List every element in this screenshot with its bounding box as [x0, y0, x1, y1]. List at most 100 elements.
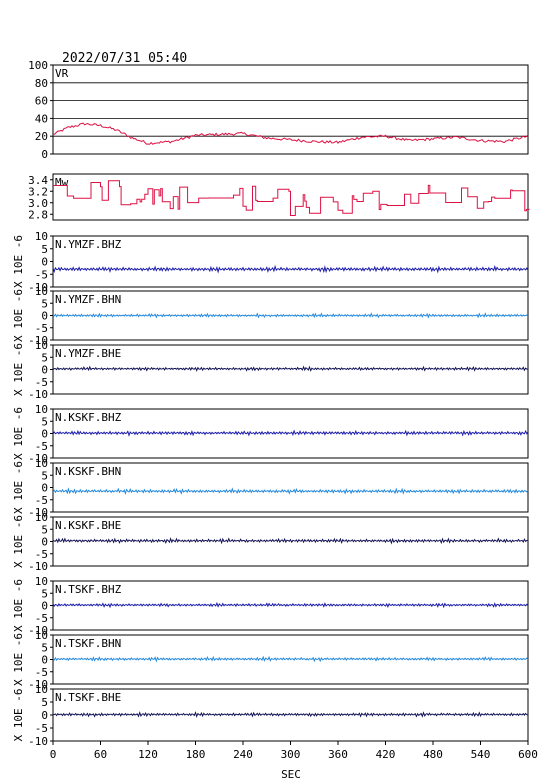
trace-line	[52, 365, 528, 372]
y-tick-label: -10	[28, 735, 48, 748]
y-tick-label: -5	[35, 322, 48, 335]
y-tick-label: 0	[41, 256, 48, 269]
y-tick-label: 0	[41, 428, 48, 441]
panel-vr: 100 80 60 40 20 0 VR	[28, 59, 529, 161]
x-tick-label: 300	[281, 748, 301, 761]
x-axis-label: SEC	[281, 768, 301, 781]
y-tick-label: 5	[41, 415, 48, 428]
y-tick-label: 80	[35, 77, 48, 90]
y-tick-label: 5	[41, 297, 48, 310]
y-tick-label: 0	[41, 310, 48, 323]
trace-line	[52, 487, 529, 496]
x-tick-label: 180	[186, 748, 206, 761]
panel-label: N.YMZF.BHZ	[55, 238, 122, 251]
y-tick-label: 0	[41, 536, 48, 549]
y-tick-label: 10	[35, 629, 48, 642]
y-tick-label: 100	[28, 59, 48, 72]
y-tick-label: 5	[41, 696, 48, 709]
y-tick-label: 5	[41, 243, 48, 256]
panel-frame	[52, 516, 529, 567]
y-tick-label: 20	[35, 130, 48, 143]
panel-label: N.KSKF.BHZ	[55, 411, 122, 424]
y-axis-unit-label: X 10E -6	[12, 343, 25, 396]
panel-label: VR	[55, 67, 69, 80]
panel-frame	[52, 235, 529, 288]
panel-label: N.YMZF.BHN	[55, 293, 121, 306]
x-tick-label: 480	[423, 748, 443, 761]
x-axis: 0 60 120 180 240 300 360 420 480 540 600	[50, 741, 538, 761]
y-tick-label: 10	[35, 230, 48, 243]
y-tick-label: 0	[41, 654, 48, 667]
x-tick-label: 420	[376, 748, 396, 761]
trace-line	[52, 655, 529, 663]
y-tick-label: -10	[28, 678, 48, 691]
y-tick-label: 2.8	[28, 208, 48, 221]
x-tick-label: 0	[50, 748, 57, 761]
x-tick-label: 540	[471, 748, 491, 761]
panel-label: N.YMZF.BHE	[55, 347, 121, 360]
y-tick-label: -5	[35, 548, 48, 561]
y-tick-label: 10	[35, 457, 48, 470]
y-tick-label: 10	[35, 683, 48, 696]
y-tick-label: -10	[28, 388, 48, 401]
y-tick-label: -5	[35, 376, 48, 389]
y-axis-unit-label: X 10E -6	[12, 289, 25, 342]
y-axis-unit-label: X 10E -6	[12, 633, 25, 686]
trace-line	[52, 429, 529, 437]
x-tick-label: 60	[94, 748, 107, 761]
y-axis-unit-label: X 10E -6	[12, 235, 25, 288]
y-tick-label: 10	[35, 339, 48, 352]
y-tick-label: 5	[41, 587, 48, 600]
y-tick-label: -5	[35, 494, 48, 507]
trace-line	[53, 180, 530, 216]
y-tick-label: 0	[41, 709, 48, 722]
y-tick-label: 3.4	[28, 174, 48, 187]
y-axis-unit-label: X 10E -6	[12, 689, 25, 742]
y-tick-label: 5	[41, 351, 48, 364]
y-tick-label: -10	[28, 334, 48, 347]
panel-label: N.TSKF.BHE	[55, 691, 121, 704]
y-tick-label: -5	[35, 268, 48, 281]
y-tick-label: 0	[41, 600, 48, 613]
y-tick-label: 10	[35, 403, 48, 416]
y-tick-label: -5	[35, 440, 48, 453]
panel-label: N.KSKF.BHN	[55, 465, 121, 478]
y-tick-label: 3.0	[28, 197, 48, 210]
y-tick-label: -10	[28, 560, 48, 573]
y-tick-label: 5	[41, 469, 48, 482]
x-tick-label: 240	[233, 748, 253, 761]
trace-line	[52, 711, 529, 718]
y-tick-label: 10	[35, 285, 48, 298]
y-tick-label: -10	[28, 506, 48, 519]
y-tick-label: -5	[35, 612, 48, 625]
y-axis-unit-label: X 10E -6	[12, 461, 25, 514]
panels: 100806040200VR3.43.23.02.8Mw1050-5-10N.Y…	[12, 59, 530, 748]
trace-line	[52, 312, 529, 319]
panel-label: N.TSKF.BHZ	[55, 583, 122, 596]
y-axis-unit-label: X 10E -6	[12, 579, 25, 632]
panel-label: Mw	[55, 176, 69, 189]
y-tick-label: 0	[41, 148, 48, 161]
y-tick-label: 5	[41, 641, 48, 654]
trace-line	[52, 122, 529, 145]
panel-frame	[52, 462, 529, 513]
panel-frame	[52, 64, 529, 155]
y-axis-unit-label: X 10E -6	[12, 515, 25, 568]
y-tick-label: 10	[35, 575, 48, 588]
panel-mw: 3.43.23.02.8 Mw	[28, 173, 530, 221]
y-tick-label: 5	[41, 523, 48, 536]
y-tick-label: -10	[28, 452, 48, 465]
x-tick-label: 600	[518, 748, 538, 761]
y-tick-label: -5	[35, 722, 48, 735]
trace-line	[52, 601, 529, 609]
